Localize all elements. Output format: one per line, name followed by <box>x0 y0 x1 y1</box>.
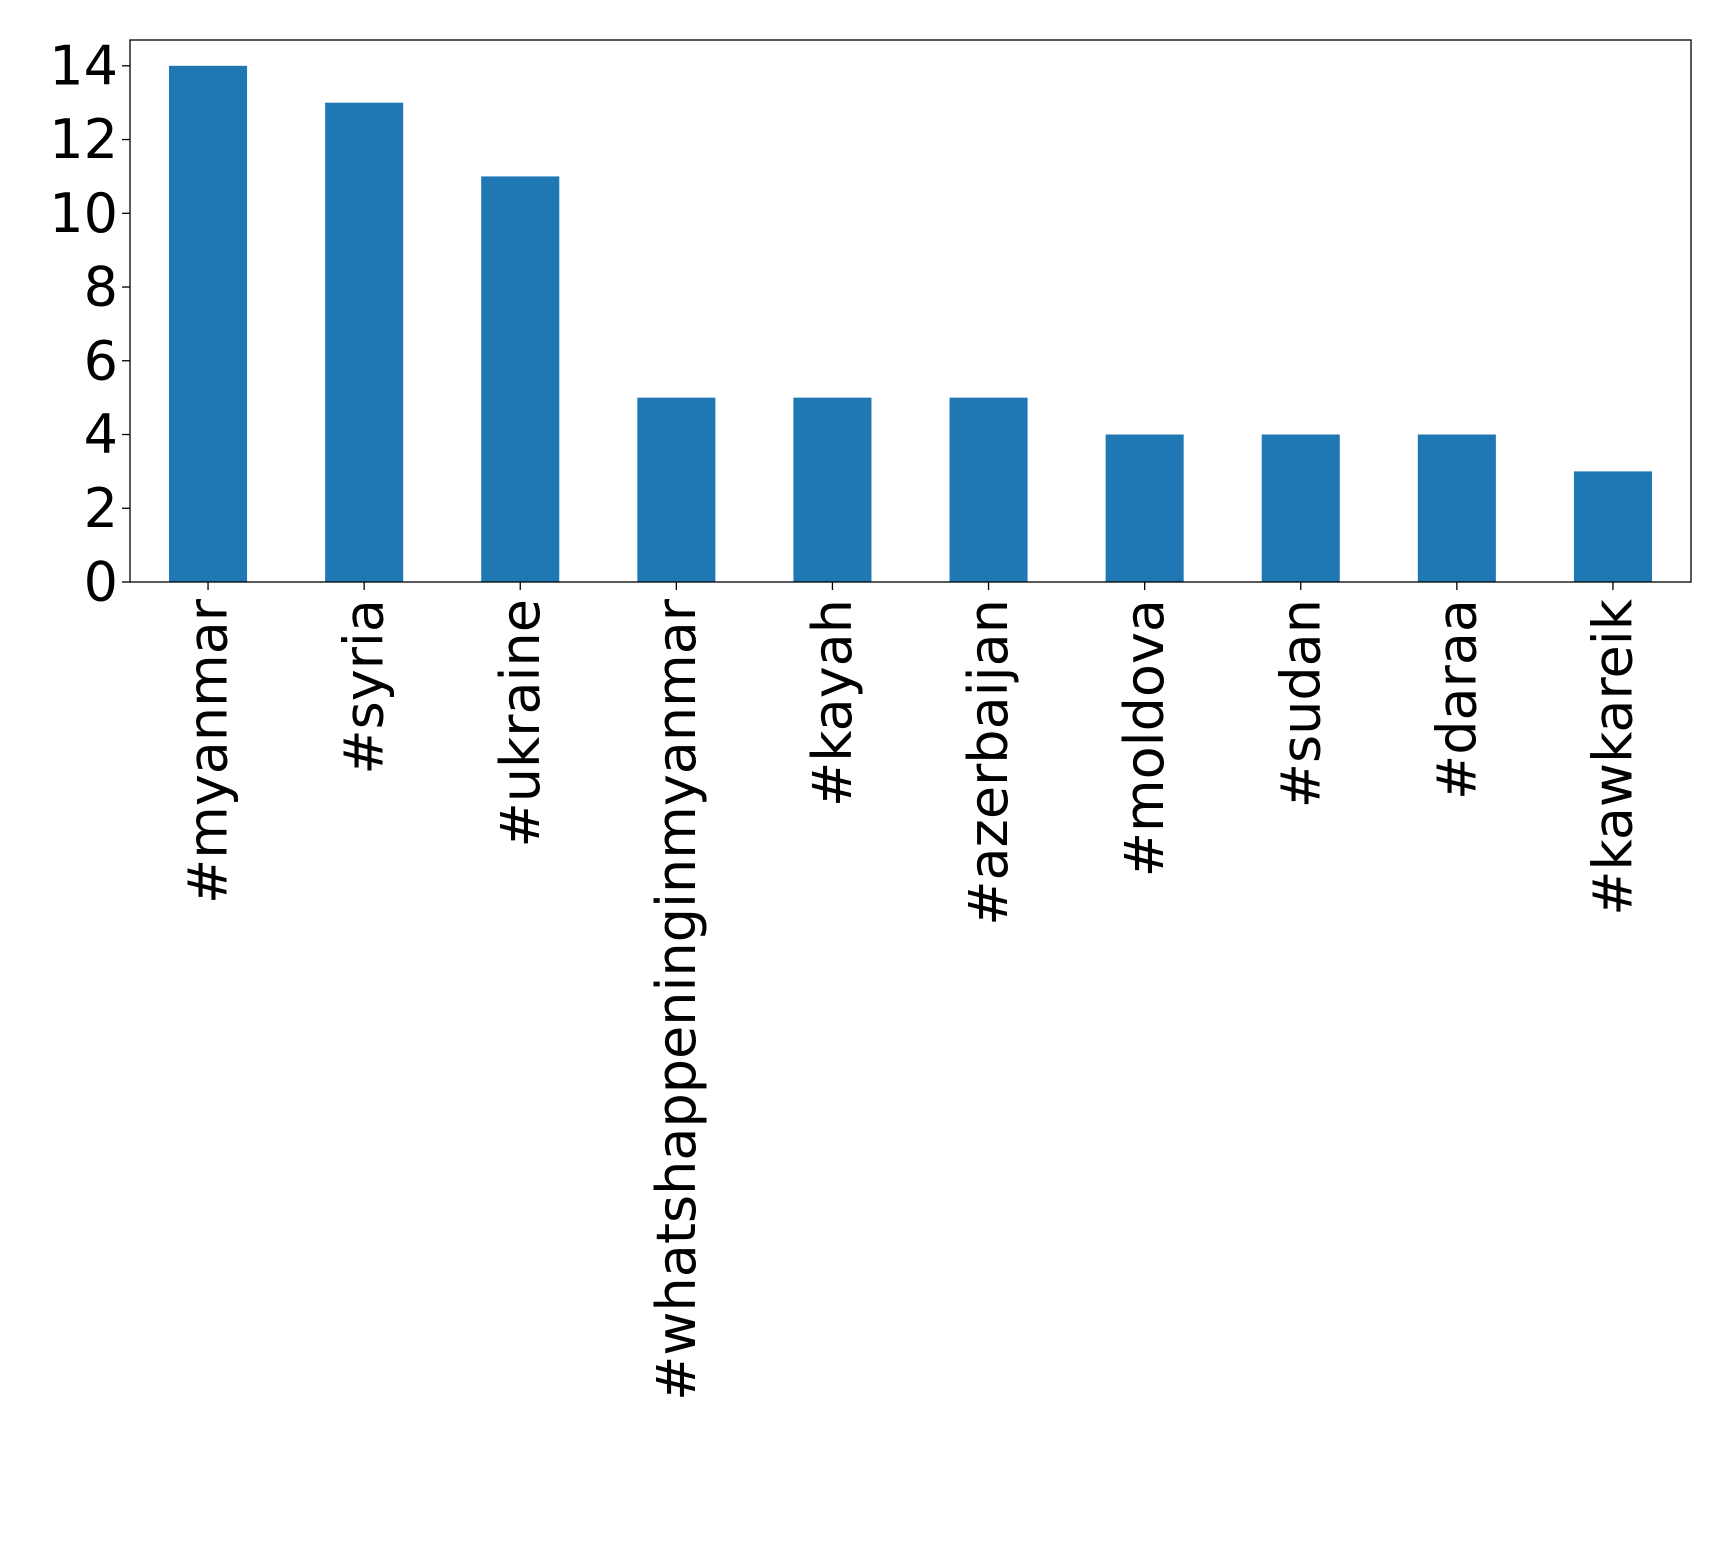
x-tick-label: #sudan <box>1269 599 1332 808</box>
x-tick-label: #azerbaijan <box>957 599 1020 926</box>
x-tick-label: #myanmar <box>177 598 240 904</box>
x-tick-label: #whatshappeninginmyanmar <box>645 598 708 1401</box>
y-tick-label: 10 <box>49 182 118 245</box>
bar <box>637 397 716 582</box>
x-tick-label: #kawkareik <box>1581 598 1644 915</box>
x-axis: #myanmar #syria #ukraine #whatshappeninginm… <box>177 582 1644 1401</box>
x-tick-label: #moldova <box>1113 599 1176 877</box>
y-axis: 0 2 4 6 8 10 12 14 <box>49 34 130 614</box>
y-tick-label: 0 <box>84 551 118 614</box>
bar <box>949 397 1028 582</box>
x-tick-label: #daraa <box>1425 599 1488 800</box>
y-tick-label: 8 <box>84 256 118 319</box>
bar <box>1105 434 1184 582</box>
bar <box>1417 434 1496 582</box>
bar <box>169 65 248 583</box>
x-tick-label: #kayah <box>801 599 864 807</box>
x-tick-label: #syria <box>333 599 396 775</box>
bar <box>793 397 872 582</box>
y-tick-label: 14 <box>49 34 118 97</box>
bar <box>1261 434 1340 582</box>
y-tick-label: 4 <box>84 403 118 466</box>
bar <box>481 176 560 583</box>
bars-group <box>169 65 1652 583</box>
y-tick-label: 6 <box>84 329 118 392</box>
x-tick-label: #ukraine <box>489 599 552 847</box>
y-tick-label: 2 <box>84 477 118 540</box>
y-tick-label: 12 <box>49 108 118 171</box>
bar <box>1573 471 1652 582</box>
plot-frame <box>129 39 1692 583</box>
bar <box>325 102 404 583</box>
